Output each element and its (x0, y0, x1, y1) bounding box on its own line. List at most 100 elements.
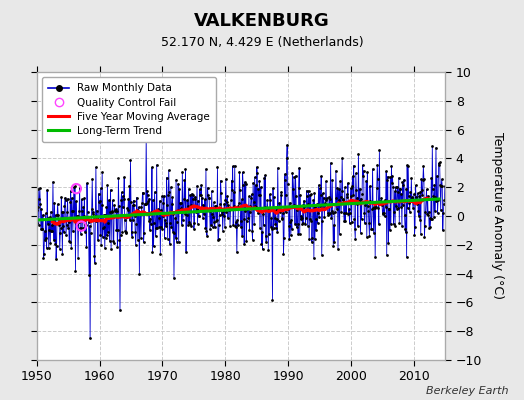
Point (156, 251, 165, 258)
Point (190, 225, 198, 232)
Point (404, 163, 412, 170)
Point (155, 215, 163, 221)
Point (425, 215, 434, 221)
Point (194, 212, 203, 219)
Point (53, 201, 62, 207)
Point (299, 202, 307, 208)
Point (245, 193, 253, 200)
Point (305, 192, 314, 198)
Point (180, 177, 189, 184)
Point (149, 243, 158, 250)
Point (401, 226, 409, 232)
Point (353, 201, 361, 208)
Point (397, 191, 406, 198)
Point (167, 184, 175, 191)
Point (369, 230, 378, 236)
Point (133, 207, 141, 214)
Point (64, 219, 73, 225)
Point (430, 213, 438, 220)
Point (81, 221, 90, 227)
Point (361, 202, 369, 209)
Point (225, 206, 233, 213)
Point (210, 219, 219, 225)
Point (100, 224, 108, 230)
Point (253, 164, 261, 170)
Point (58, 208, 66, 215)
Point (141, 201, 149, 207)
Point (309, 202, 317, 208)
Point (114, 175, 123, 181)
Point (399, 182, 408, 188)
Point (90, 215, 98, 222)
Point (146, 216, 155, 222)
Point (186, 192, 194, 198)
Point (199, 214, 207, 221)
Point (224, 202, 233, 209)
Point (145, 196, 154, 202)
Point (85, 272, 93, 278)
Point (101, 244, 109, 251)
Point (259, 210, 267, 217)
Point (339, 197, 347, 204)
Point (355, 197, 363, 204)
Point (293, 207, 301, 214)
Point (271, 220, 279, 227)
Point (324, 210, 333, 217)
Point (217, 210, 226, 217)
Point (141, 201, 150, 207)
Point (275, 200, 283, 206)
Point (100, 211, 108, 218)
Point (417, 176, 425, 182)
Point (203, 232, 211, 239)
Point (208, 188, 216, 194)
Point (389, 221, 398, 227)
Point (162, 174, 171, 181)
Point (386, 174, 395, 180)
Point (311, 204, 320, 210)
Point (60, 229, 68, 236)
Point (61, 194, 69, 201)
Point (133, 194, 141, 201)
Point (290, 202, 299, 208)
Point (125, 183, 134, 189)
Point (293, 221, 302, 227)
Point (376, 198, 384, 204)
Point (379, 210, 387, 216)
Point (326, 160, 335, 166)
Point (105, 197, 113, 203)
Point (124, 206, 132, 213)
Point (402, 254, 411, 260)
Point (143, 188, 151, 194)
Point (420, 176, 428, 182)
Point (308, 239, 316, 245)
Point (205, 208, 214, 214)
Point (108, 197, 117, 204)
Point (435, 162, 443, 168)
Point (370, 205, 379, 211)
Point (257, 240, 266, 247)
Point (356, 230, 365, 236)
Point (57, 194, 66, 201)
Point (257, 184, 265, 190)
Point (165, 189, 173, 196)
Point (422, 196, 430, 202)
Point (77, 225, 85, 231)
Point (394, 205, 402, 212)
Point (285, 236, 293, 242)
Point (34, 204, 42, 210)
Point (372, 204, 380, 210)
Point (166, 240, 174, 247)
Point (132, 221, 140, 227)
Point (78, 196, 86, 202)
Point (218, 208, 226, 214)
Point (65, 238, 73, 244)
Point (438, 183, 446, 190)
Point (341, 218, 350, 224)
Point (164, 192, 172, 198)
Point (421, 209, 430, 216)
Point (363, 234, 371, 240)
Point (366, 198, 375, 204)
Point (130, 202, 138, 208)
Point (69, 208, 78, 214)
Point (387, 163, 396, 169)
